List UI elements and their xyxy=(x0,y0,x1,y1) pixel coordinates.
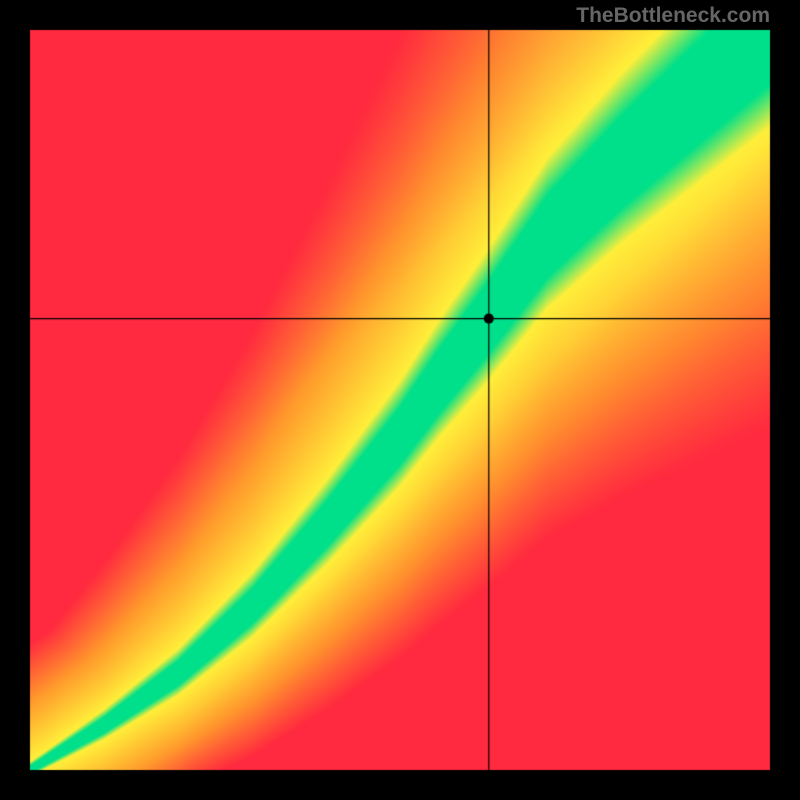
bottleneck-heatmap xyxy=(0,0,800,800)
chart-container: TheBottleneck.com xyxy=(0,0,800,800)
watermark-text: TheBottleneck.com xyxy=(576,4,770,28)
